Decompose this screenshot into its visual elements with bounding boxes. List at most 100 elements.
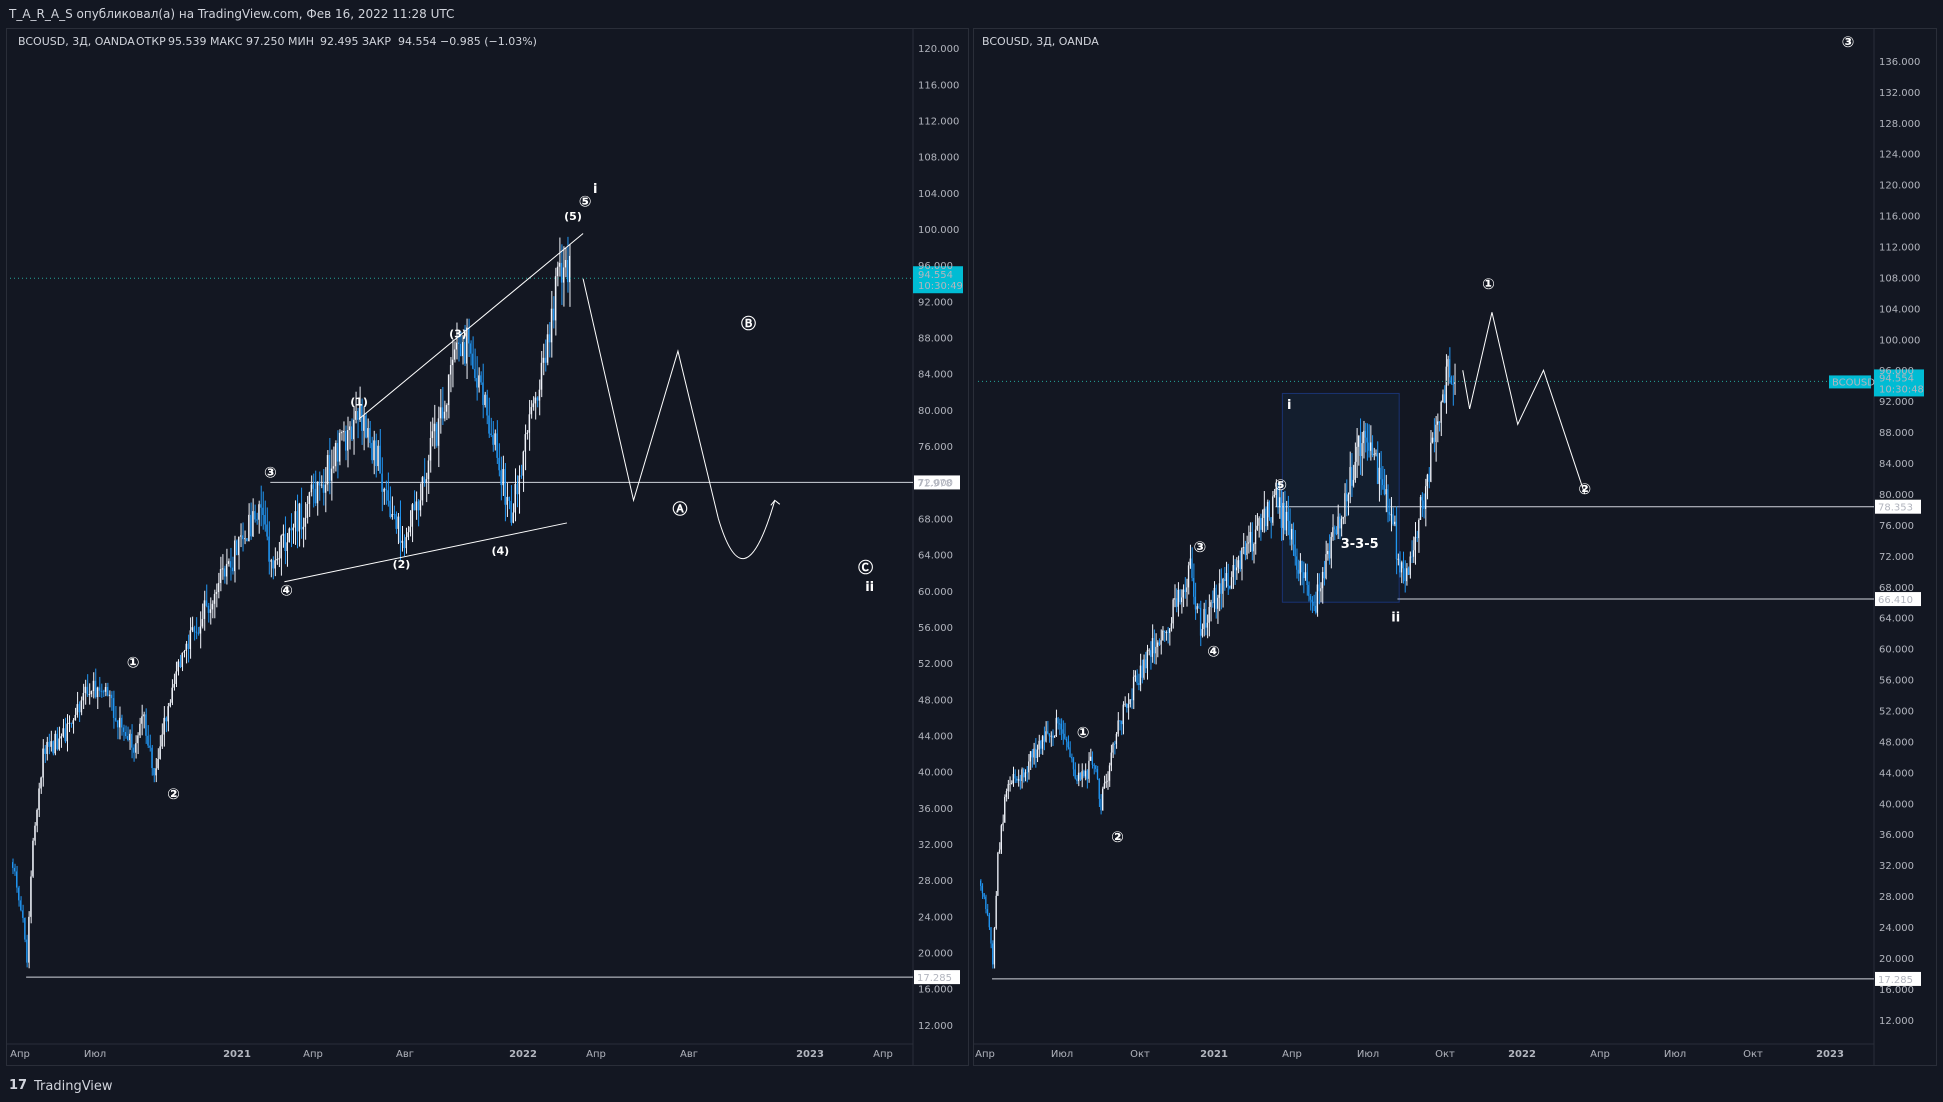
right-chart-panel[interactable]: [973, 28, 1937, 1066]
candle-body: [316, 482, 319, 504]
candle-body: [1332, 527, 1334, 537]
candle-body: [1144, 659, 1147, 669]
candle-body: [1057, 717, 1059, 724]
candle-body: [1371, 442, 1373, 456]
candle-body: [40, 777, 42, 789]
candle-body: [992, 943, 994, 965]
candle-body: [266, 524, 268, 537]
candle-body: [306, 504, 309, 518]
candle-body: [1318, 584, 1320, 592]
candle-body: [1397, 558, 1399, 560]
candle-body: [221, 568, 224, 570]
candle-body: [1277, 487, 1279, 508]
candle-body: [1129, 699, 1131, 705]
bar-countdown-label: 10:30:49: [918, 281, 963, 292]
wave-label: ①: [127, 654, 140, 672]
candle-body: [187, 643, 189, 649]
candle-body: [314, 488, 317, 504]
candle-body: [141, 716, 143, 724]
candle-body: [1012, 774, 1014, 784]
left-chart-panel[interactable]: [6, 28, 969, 1066]
candle-body: [242, 535, 244, 540]
candle-body: [387, 490, 389, 501]
candle-body: [153, 768, 155, 776]
candle-body: [1163, 630, 1166, 633]
candle-body: [980, 880, 982, 886]
candle-body: [423, 477, 426, 483]
ohlc-value: 95.539: [168, 35, 207, 48]
candle-body: [310, 484, 313, 493]
time-tick-label: Окт: [1130, 1049, 1150, 1060]
candle-body: [498, 457, 500, 471]
ohlc-value: 92.495: [320, 35, 359, 48]
candle-body: [286, 542, 288, 551]
candle-body: [1395, 521, 1397, 560]
price-tick-label: 28.000: [918, 876, 953, 887]
candle-body: [1071, 757, 1073, 759]
candle-body: [1060, 723, 1062, 730]
candle-body: [401, 540, 403, 543]
candle-body: [175, 671, 177, 684]
candle-body: [1256, 525, 1258, 530]
candle-body: [435, 423, 438, 446]
candle-body: [294, 511, 296, 528]
candle-body: [447, 374, 450, 406]
candle-body: [536, 397, 539, 401]
price-tick-label: 12.000: [918, 1021, 953, 1032]
candle-body: [1275, 487, 1277, 495]
candle-body: [1294, 544, 1296, 557]
candle-body: [512, 512, 514, 523]
candle-body: [1392, 514, 1394, 525]
candle-body: [157, 758, 159, 769]
candle-body: [415, 501, 418, 511]
candle-body: [516, 483, 518, 495]
candle-body: [1165, 631, 1167, 633]
candle-body: [1424, 486, 1427, 509]
candle-body: [1223, 578, 1226, 582]
candle-body: [1112, 743, 1114, 753]
candle-body: [258, 504, 260, 520]
candle-body: [205, 600, 208, 606]
candle-body: [1016, 778, 1018, 781]
tradingview-logo-icon[interactable]: 17: [9, 1078, 28, 1093]
candle-body: [298, 503, 300, 532]
footer-brand[interactable]: TradingView: [34, 1079, 113, 1094]
wave-label: ii: [865, 580, 874, 595]
candle-body: [1292, 528, 1294, 545]
candle-body: [1449, 359, 1451, 378]
ohlc-label: ОТКР: [136, 35, 166, 48]
price-tick-label: 40.000: [918, 768, 953, 779]
candle-body: [340, 432, 343, 434]
price-tick-label: 56.000: [918, 623, 953, 634]
candle-body: [383, 488, 385, 492]
level-price-label: 66.410: [1878, 595, 1913, 606]
candle-body: [520, 475, 522, 477]
candle-body: [1347, 494, 1349, 502]
candle-body: [18, 887, 20, 901]
candle-body: [490, 433, 492, 436]
candle-body: [133, 747, 135, 753]
candle-body: [66, 723, 68, 742]
candle-body: [377, 445, 379, 467]
candle-body: [1101, 788, 1104, 811]
candle-body: [560, 262, 563, 283]
candle-body: [1096, 768, 1099, 779]
candle-body: [1174, 598, 1176, 600]
candle-body: [445, 405, 448, 412]
candle-body: [94, 680, 97, 698]
candle-body: [985, 896, 987, 910]
candle-body: [1186, 587, 1188, 593]
candle-body: [1086, 770, 1088, 779]
candle-body: [1382, 479, 1384, 486]
candle-body: [1022, 769, 1025, 778]
candle-body: [1105, 781, 1107, 784]
publish-caption-bar: T_A_R_A_S опубликовал(а) на TradingView.…: [0, 0, 1943, 28]
candle-body: [1220, 583, 1222, 594]
candle-body: [1110, 752, 1112, 766]
candle-body: [171, 687, 173, 703]
wave-label: ⑤: [579, 192, 592, 210]
candle-body: [566, 260, 569, 283]
candle-body: [1004, 796, 1006, 823]
time-tick-label: Авг: [396, 1049, 414, 1060]
